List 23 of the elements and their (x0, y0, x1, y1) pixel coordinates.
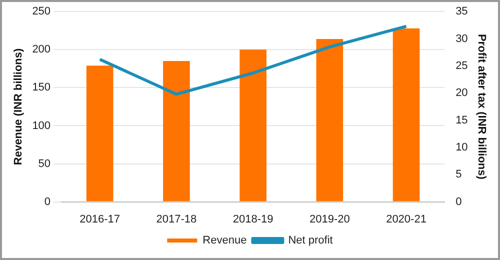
y2-tick-label: 0 (456, 196, 462, 208)
y2-tick-label: 15 (456, 114, 468, 126)
x-tick-label: 2020-21 (386, 213, 426, 226)
y-tick-label: 100 (32, 120, 51, 132)
y-tick-label: 150 (32, 82, 51, 94)
x-tick-label: 2018-19 (232, 213, 274, 226)
y-tick-label: 50 (38, 158, 51, 170)
y2-axis-title: Profit after tax (INR billions) (475, 34, 488, 180)
y2-tick-label: 35 (456, 6, 468, 18)
y2-tick-label: 5 (456, 168, 462, 181)
y-tick-label: 0 (44, 196, 51, 208)
y2-tick-label: 10 (456, 141, 468, 154)
y2-tick-label: 30 (456, 32, 468, 45)
legend-label: Revenue (202, 234, 247, 247)
legend-label: Net profit (288, 234, 333, 247)
y-axis-title: Revenue (INR billions) (12, 48, 25, 166)
y-tick-label: 250 (32, 6, 51, 18)
x-tick-label: 2016-17 (80, 213, 120, 226)
y-tick-label: 200 (32, 44, 51, 56)
x-tick-label: 2019-20 (309, 213, 350, 226)
y2-tick-label: 25 (456, 60, 468, 72)
y2-tick-label: 20 (456, 87, 468, 100)
x-tick-label: 2017-18 (156, 213, 197, 226)
